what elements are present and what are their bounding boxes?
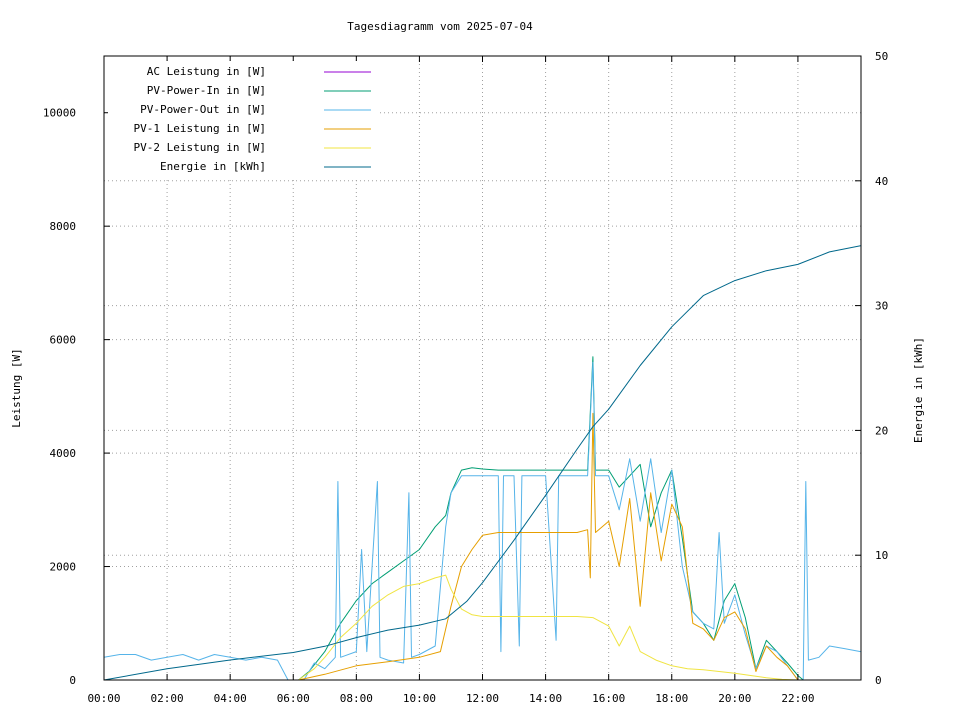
legend-label: PV-Power-In in [W] [147,84,266,97]
y-tick-label: 8000 [50,220,77,233]
x-tick-label: 20:00 [718,692,751,705]
y-tick-label: 6000 [50,334,77,347]
legend-label: PV-2 Leistung in [W] [134,141,266,154]
y-tick-label: 2000 [50,561,77,574]
y-tick-label: 0 [69,674,76,687]
y2-axis-label: Energie in [kWh] [912,337,925,443]
x-tick-label: 10:00 [403,692,436,705]
x-tick-label: 12:00 [466,692,499,705]
x-tick-label: 06:00 [277,692,310,705]
series-line-6 [103,245,861,681]
x-tick-label: 16:00 [592,692,625,705]
y2-tick-label: 20 [875,424,888,437]
y2-tick-label: 40 [875,175,888,188]
y2-tick-label: 0 [875,674,882,687]
legend-label: PV-1 Leistung in [W] [134,122,266,135]
x-tick-label: 22:00 [781,692,814,705]
x-tick-label: 00:00 [87,692,120,705]
chart-title: Tagesdiagramm vom 2025-07-04 [347,20,533,33]
x-tick-label: 18:00 [655,692,688,705]
y-tick-label: 10000 [43,107,76,120]
y2-tick-label: 30 [875,300,888,313]
axes: 00:00 02:00 04:00 06:00 08:00 10:00 12:00 14:00… [43,50,888,705]
y2-tick-label: 10 [875,549,888,562]
x-tick-label: 14:00 [529,692,562,705]
legend: AC Leistung in [W] PV-Power-In in [W] PV-P… [108,61,378,179]
x-tick-label: 04:00 [214,692,247,705]
y-tick-label: 4000 [50,447,77,460]
series-line-5 [298,574,798,681]
x-tick-label: 08:00 [340,692,373,705]
legend-label: Energie in [kWh] [160,160,266,173]
legend-label: PV-Power-Out in [W] [140,103,266,116]
x-tick-label: 02:00 [151,692,184,705]
legend-label: AC Leistung in [W] [147,65,266,78]
y2-tick-label: 50 [875,50,888,63]
legend-background [108,61,378,179]
y-axis-label: Leistung [W] [10,348,23,427]
series-layer [103,245,861,681]
series-line-4 [298,412,799,681]
series-line-2 [298,356,804,681]
